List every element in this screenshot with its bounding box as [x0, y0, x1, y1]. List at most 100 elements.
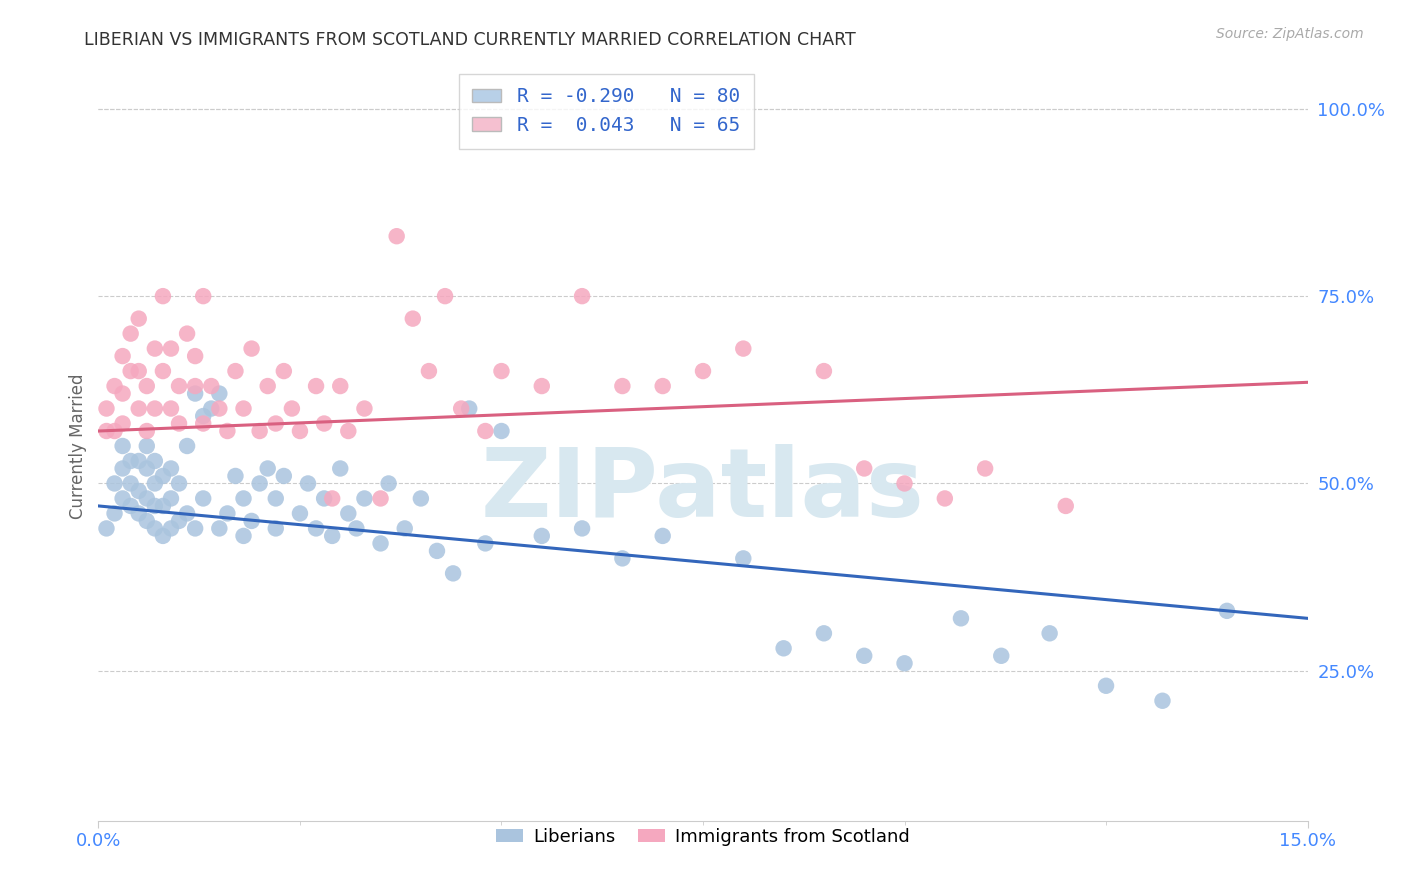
Point: [474, 536, 496, 550]
Point: [120, 499, 142, 513]
Point: [152, 529, 174, 543]
Point: [167, 379, 190, 393]
Point: [530, 379, 553, 393]
Point: [853, 461, 876, 475]
Point: [256, 379, 278, 393]
Point: [353, 401, 375, 416]
Point: [96, 401, 118, 416]
Point: [193, 289, 215, 303]
Point: [813, 364, 835, 378]
Point: [103, 424, 125, 438]
Point: [249, 424, 271, 438]
Point: [135, 439, 157, 453]
Point: [370, 491, 392, 506]
Point: [143, 476, 166, 491]
Point: [329, 379, 352, 393]
Point: [344, 521, 367, 535]
Point: [733, 551, 755, 566]
Point: [111, 417, 134, 431]
Point: [184, 386, 207, 401]
Point: [934, 491, 956, 506]
Point: [314, 491, 336, 506]
Point: [152, 289, 174, 303]
Point: [353, 491, 375, 506]
Point: [208, 521, 231, 535]
Point: [200, 401, 222, 416]
Point: [143, 521, 166, 535]
Point: [458, 401, 481, 416]
Point: [264, 417, 287, 431]
Point: [111, 461, 134, 475]
Point: [160, 461, 183, 475]
Point: [491, 424, 513, 438]
Point: [321, 491, 343, 506]
Point: [264, 521, 287, 535]
Point: [143, 454, 166, 468]
Point: [733, 342, 755, 356]
Point: [264, 491, 287, 506]
Point: [612, 551, 634, 566]
Point: [152, 364, 174, 378]
Text: Source: ZipAtlas.com: Source: ZipAtlas.com: [1216, 27, 1364, 41]
Point: [402, 311, 425, 326]
Point: [692, 364, 714, 378]
Point: [160, 491, 183, 506]
Point: [128, 483, 150, 498]
Point: [232, 491, 254, 506]
Point: [135, 514, 157, 528]
Point: [208, 401, 231, 416]
Point: [184, 349, 207, 363]
Point: [167, 417, 190, 431]
Point: [184, 521, 207, 535]
Point: [128, 454, 150, 468]
Point: [441, 566, 464, 581]
Point: [370, 536, 392, 550]
Point: [96, 424, 118, 438]
Point: [143, 342, 166, 356]
Point: [103, 507, 125, 521]
Point: [281, 401, 304, 416]
Point: [135, 424, 157, 438]
Point: [571, 521, 593, 535]
Point: [337, 507, 360, 521]
Point: [193, 409, 215, 423]
Point: [1216, 604, 1239, 618]
Point: [128, 507, 150, 521]
Point: [193, 491, 215, 506]
Point: [530, 529, 553, 543]
Point: [200, 379, 222, 393]
Point: [217, 424, 239, 438]
Point: [208, 386, 231, 401]
Point: [152, 499, 174, 513]
Point: [143, 499, 166, 513]
Point: [314, 417, 336, 431]
Point: [273, 364, 295, 378]
Point: [232, 529, 254, 543]
Point: [409, 491, 432, 506]
Point: [893, 657, 915, 671]
Point: [135, 461, 157, 475]
Point: [120, 364, 142, 378]
Point: [128, 311, 150, 326]
Point: [329, 461, 352, 475]
Point: [184, 379, 207, 393]
Point: [167, 514, 190, 528]
Point: [772, 641, 794, 656]
Point: [143, 401, 166, 416]
Point: [385, 229, 408, 244]
Point: [377, 476, 399, 491]
Point: [160, 401, 183, 416]
Point: [651, 379, 673, 393]
Point: [321, 529, 343, 543]
Point: [120, 454, 142, 468]
Point: [256, 461, 278, 475]
Point: [1095, 679, 1118, 693]
Point: [135, 491, 157, 506]
Point: [128, 364, 150, 378]
Point: [135, 379, 157, 393]
Point: [813, 626, 835, 640]
Point: [111, 439, 134, 453]
Point: [120, 326, 142, 341]
Point: [232, 401, 254, 416]
Point: [224, 469, 246, 483]
